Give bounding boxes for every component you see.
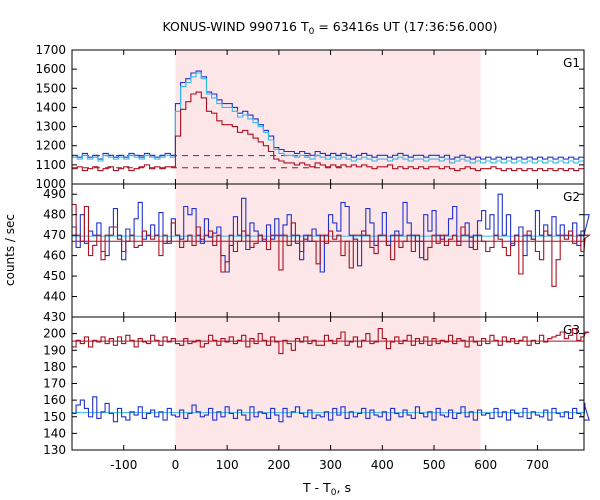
x-tick-label: 200 — [267, 458, 290, 472]
x-tick-label: -100 — [110, 458, 137, 472]
y-tick-label: 1400 — [35, 100, 66, 114]
series-line-blue — [72, 193, 590, 273]
y-tick-label: 1600 — [35, 62, 66, 76]
y-tick-label: 1000 — [35, 177, 66, 191]
y-tick-label: 180 — [43, 360, 66, 374]
panel-g3: 130 140 150 160 170 180 190 200 G3 — [43, 316, 590, 457]
x-tick-label: 0 — [172, 458, 180, 472]
panel-label: G3 — [563, 323, 580, 337]
panel-g1: 1000 1100 1200 1300 1400 1500 1600 1700 G1 — [35, 43, 585, 191]
shaded-interval — [175, 50, 481, 184]
y-tick-label: 140 — [43, 426, 66, 440]
x-tick-label: 600 — [474, 458, 497, 472]
y-tick-label: 430 — [43, 310, 66, 324]
series-line-red — [72, 91, 584, 172]
y-tick-label: 480 — [43, 208, 66, 222]
y-tick-label: 1700 — [35, 43, 66, 57]
y-tick-label: 1300 — [35, 120, 66, 134]
y-tick-label: 150 — [43, 410, 66, 424]
series-line-cyan — [72, 72, 584, 164]
y-tick-label: 450 — [43, 269, 66, 283]
y-tick-label: 1500 — [35, 81, 66, 95]
series-line-blue — [72, 396, 590, 423]
y-tick-label: 490 — [43, 187, 66, 201]
chart-title: KONUS-WIND 990716 T0 = 63416s UT (17:36:… — [162, 19, 497, 37]
y-tick-label: 460 — [43, 249, 66, 263]
y-tick-label: 160 — [43, 393, 66, 407]
panel-g2: 430 440 450 460 470 480 490 G2 — [43, 183, 591, 324]
series-line-red — [72, 203, 591, 287]
shaded-interval — [175, 184, 481, 317]
x-tick-label: 700 — [526, 458, 549, 472]
series-line-red — [72, 328, 590, 355]
panel-label: G1 — [563, 56, 580, 70]
y-tick-label: 470 — [43, 228, 66, 242]
panels-group: 10001100120013001400150016001700G1430440… — [35, 43, 591, 472]
y-tick-label: 1100 — [35, 158, 66, 172]
panel-label: G2 — [563, 190, 580, 204]
x-tick-label: 100 — [216, 458, 239, 472]
x-tick-label: 500 — [423, 458, 446, 472]
y-tick-label: 190 — [43, 343, 66, 357]
x-tick-label: 300 — [319, 458, 342, 472]
y-axis-label: counts / sec — [3, 214, 17, 286]
y-tick-label: 440 — [43, 290, 66, 304]
y-tick-label: 130 — [43, 443, 66, 457]
y-tick-label: 170 — [43, 377, 66, 391]
y-tick-label: 1200 — [35, 139, 66, 153]
y-tick-label: 200 — [43, 327, 66, 341]
x-tick-label: 400 — [371, 458, 394, 472]
x-axis-label: T - T0, s — [302, 480, 351, 498]
